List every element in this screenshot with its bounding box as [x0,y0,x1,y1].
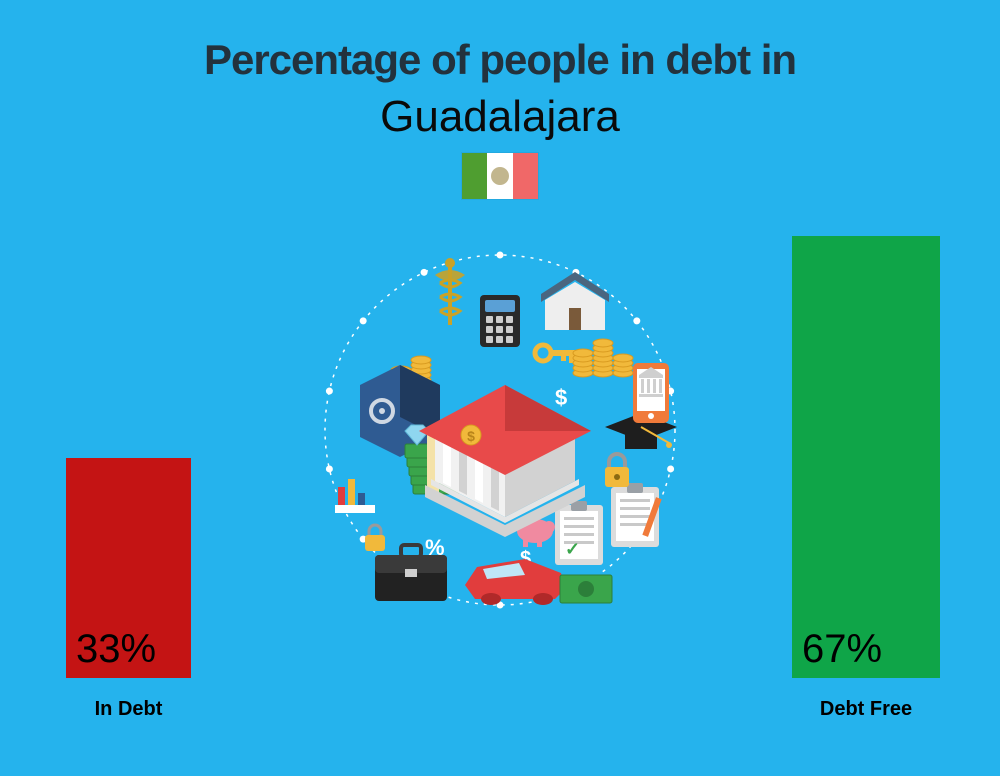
bar-debt-free-rect: 67% [792,236,940,678]
svg-text:$: $ [467,428,475,444]
phone-icon [633,363,669,423]
subtitle: Guadalajara [0,92,1000,142]
bar-in-debt-label: In Debt [95,698,163,721]
banknote-icon [560,575,612,603]
title: Percentage of people in debt in [0,36,1000,84]
flag-stripe-red [513,153,538,199]
flag-emblem-icon [491,167,509,185]
bar-in-debt-value: 33% [76,627,156,672]
clipboard-icon: ✓ [555,501,603,565]
mexico-flag-icon [461,152,539,200]
lock-icon [365,525,385,551]
flag-stripe-green [462,153,487,199]
small-house-icon [541,272,609,330]
calculator-icon [480,295,520,347]
infographic-canvas: Percentage of people in debt in Guadalaj… [0,0,1000,776]
clipboard-pencil-icon [611,483,662,547]
bar-in-debt-rect: 33% [66,458,191,678]
finance-illustration-svg: % % $ $ [305,235,695,625]
key-icon [535,345,577,363]
coin-stack-icon [573,339,633,377]
svg-text:✓: ✓ [565,539,580,559]
car-icon [465,559,565,605]
finance-illustration: % % $ $ [305,235,695,625]
bar-debt-free-label: Debt Free [820,698,912,721]
barchart-icon [335,479,375,513]
caduceus-icon [435,258,465,325]
bar-in-debt: 33% In Debt [66,458,191,721]
dollar-icon: $ [555,385,567,410]
bar-debt-free-value: 67% [802,627,882,672]
bar-debt-free: 67% Debt Free [792,236,940,721]
lock-icon [605,454,629,487]
